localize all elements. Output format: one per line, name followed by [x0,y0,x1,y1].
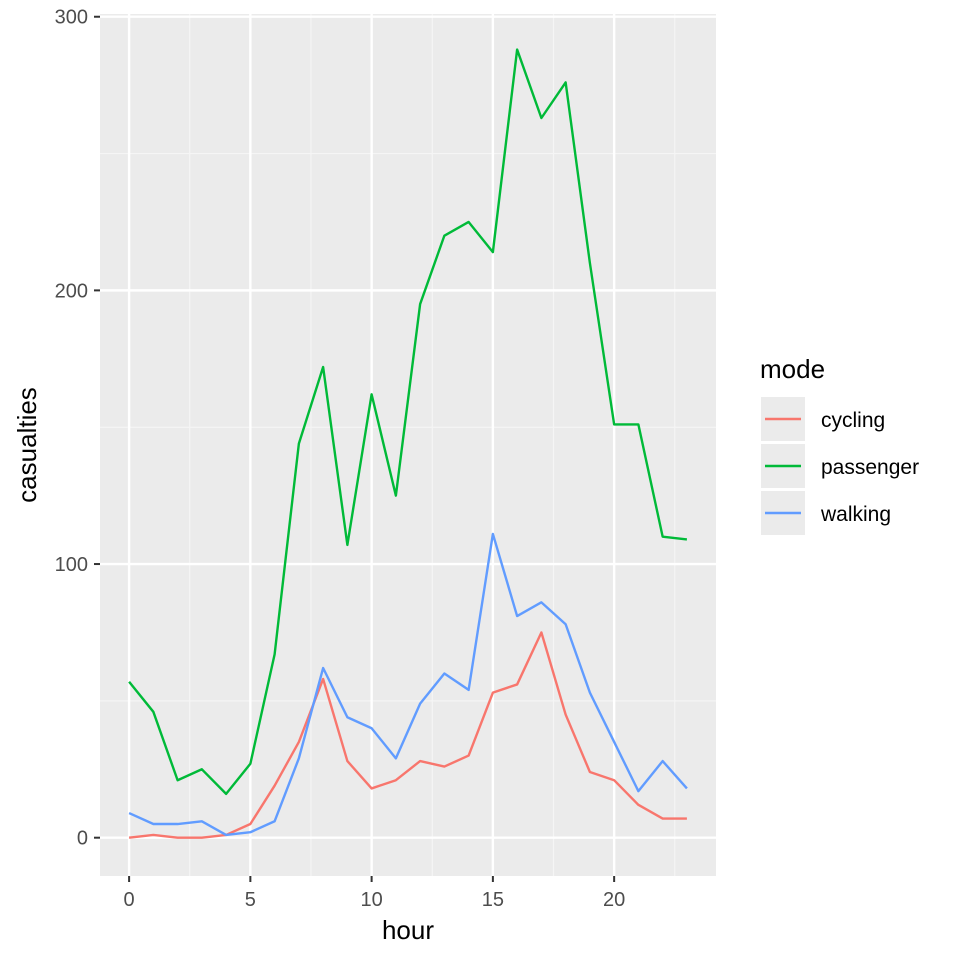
legend-label-walking: walking [820,503,891,526]
series-line-passenger [128,48,688,796]
x-tick-label: 5 [245,889,256,911]
x-axis-title: hour [382,915,434,945]
legend: mode cycling passenger walking [760,354,919,535]
x-tick-label: 20 [603,889,625,911]
y-tick-label: 100 [55,554,88,576]
legend-label-passenger: passenger [821,456,919,479]
series-line-walking [128,532,688,837]
y-tick-label: 200 [55,280,88,302]
y-tick-label: 0 [77,828,88,850]
y-axis-title: casualties [12,387,42,503]
series-line-cycling [128,631,687,839]
x-tick-label: 0 [124,889,135,911]
grid-lines [100,14,716,876]
series-lines [128,48,688,839]
legend-title: mode [760,354,825,384]
legend-label-cycling: cycling [821,409,885,432]
panel-background [100,14,716,876]
y-tick-label: 300 [55,7,88,29]
x-tick-label: 10 [360,889,382,911]
x-tick-label: 15 [482,889,504,911]
